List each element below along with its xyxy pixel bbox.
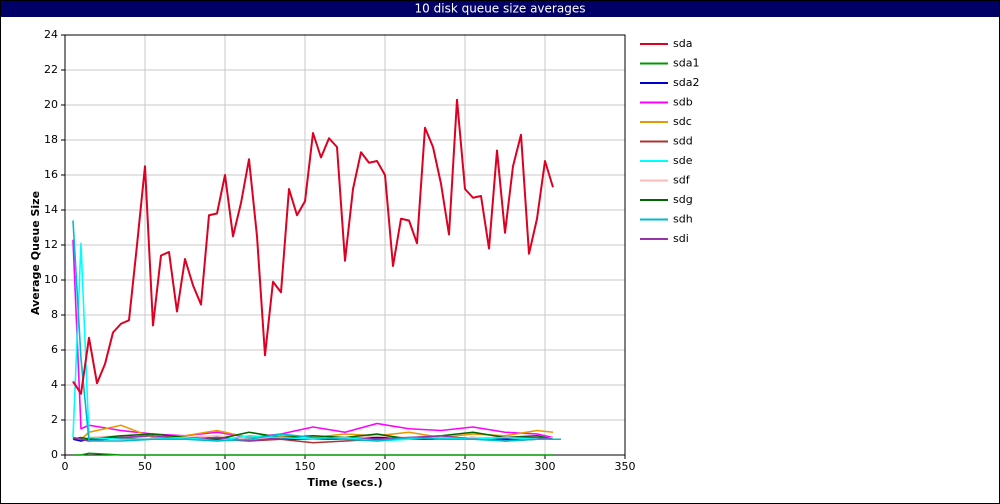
legend-label: sde (673, 154, 693, 167)
x-tick-label: 50 (138, 460, 152, 473)
x-tick-label: 150 (295, 460, 316, 473)
legend-label: sda (673, 37, 692, 50)
x-tick-label: 200 (375, 460, 396, 473)
y-tick-label: 16 (44, 168, 58, 181)
series-line (72, 98, 554, 395)
y-tick-label: 18 (44, 133, 58, 146)
y-tick-label: 24 (44, 28, 58, 41)
legend-label: sda2 (673, 76, 699, 89)
title-bar (1, 1, 999, 17)
y-tick-label: 10 (44, 273, 58, 286)
chart-title: 10 disk queue size averages (415, 2, 586, 16)
legend-label: sdg (673, 193, 693, 206)
y-tick-label: 12 (44, 238, 58, 251)
series-line (73, 452, 553, 456)
series-line (72, 431, 554, 441)
y-tick-label: 6 (51, 343, 58, 356)
y-tick-label: 22 (44, 63, 58, 76)
x-tick-label: 300 (535, 460, 556, 473)
legend-label: sda1 (673, 57, 699, 70)
y-axis-title: Average Queue Size (29, 191, 42, 315)
y-tick-label: 14 (44, 203, 58, 216)
y-tick-label: 20 (44, 98, 58, 111)
x-tick-label: 250 (455, 460, 476, 473)
legend-label: sdd (673, 135, 693, 148)
legend-label: sdh (673, 213, 693, 226)
legend-label: sdb (673, 96, 693, 109)
y-tick-label: 2 (51, 413, 58, 426)
legend-label: sdi (673, 232, 689, 245)
y-tick-label: 8 (51, 308, 58, 321)
x-tick-label: 0 (62, 460, 69, 473)
y-tick-label: 0 (51, 448, 58, 461)
legend-label: sdc (673, 115, 692, 128)
legend-label: sdf (673, 174, 691, 187)
series-line (72, 239, 554, 439)
series-line (72, 220, 561, 442)
x-tick-label: 350 (615, 460, 636, 473)
x-axis-title: Time (secs.) (307, 476, 382, 489)
x-tick-label: 100 (215, 460, 236, 473)
y-tick-label: 4 (51, 378, 58, 391)
